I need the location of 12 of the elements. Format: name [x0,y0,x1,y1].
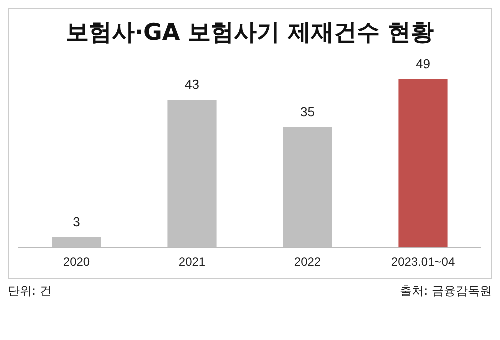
x-tick-label: 2022 [294,255,322,270]
chart-title: 보험사·GA 보험사기 제재건수 현황 [64,19,436,48]
x-tick-label: 2021 [178,255,206,270]
data-label: 35 [300,104,315,120]
data-label: 43 [185,77,200,92]
data-label: 49 [416,56,430,72]
x-tick-label: 2020 [63,255,90,270]
text: 단위: 건 [8,283,52,300]
x-tick-label: 2023.01~04 [391,255,456,270]
data-label: 3 [73,214,80,230]
bar [398,79,448,248]
source-note: 출처: 금융감독원 [400,283,492,300]
